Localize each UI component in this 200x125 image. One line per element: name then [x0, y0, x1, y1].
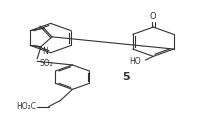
Text: N: N: [42, 47, 48, 56]
Text: HO₂C: HO₂C: [16, 102, 36, 111]
Text: O: O: [150, 12, 157, 21]
Text: HO: HO: [129, 57, 140, 66]
Text: SO₂: SO₂: [39, 60, 53, 68]
Text: 5: 5: [122, 72, 129, 82]
